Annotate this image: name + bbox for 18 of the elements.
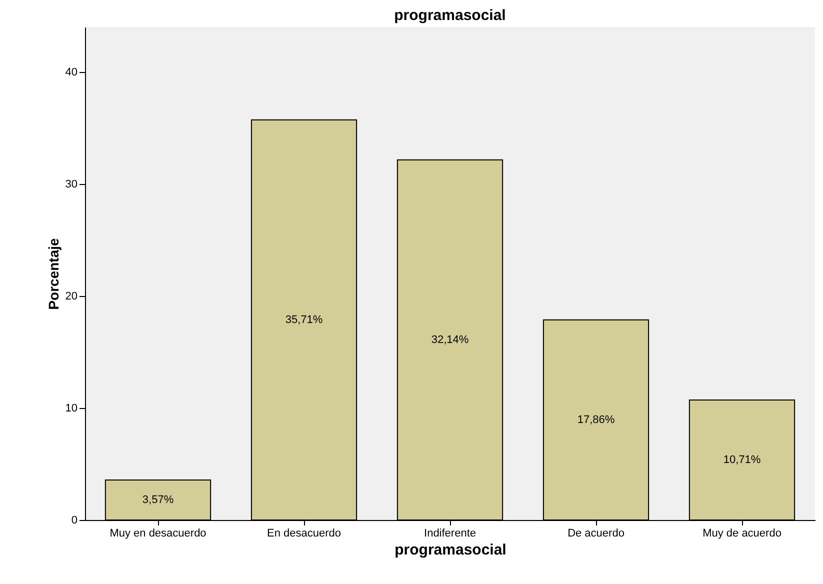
y-tick-label: 0	[71, 514, 78, 526]
y-tick-label: 40	[65, 66, 78, 78]
y-tick-label: 20	[65, 290, 78, 302]
x-axis-title: programasocial	[394, 542, 506, 558]
data-label: 35,71%	[285, 314, 323, 326]
data-label: 17,86%	[577, 414, 615, 426]
y-tick-label: 10	[65, 402, 78, 414]
x-tick-label: Muy en desacuerdo	[110, 528, 206, 540]
x-tick-label: De acuerdo	[568, 528, 624, 540]
data-label: 3,57%	[142, 494, 174, 506]
y-tick-label: 30	[65, 178, 78, 190]
data-label: 32,14%	[431, 334, 469, 346]
chart-title: programasocial	[394, 7, 506, 24]
y-axis-title: Porcentaje	[45, 238, 62, 310]
x-tick-label: Indiferente	[424, 528, 476, 540]
x-tick-label: En desacuerdo	[267, 528, 341, 540]
x-tick-label: Muy de acuerdo	[702, 528, 782, 540]
data-label: 10,71%	[723, 454, 761, 466]
